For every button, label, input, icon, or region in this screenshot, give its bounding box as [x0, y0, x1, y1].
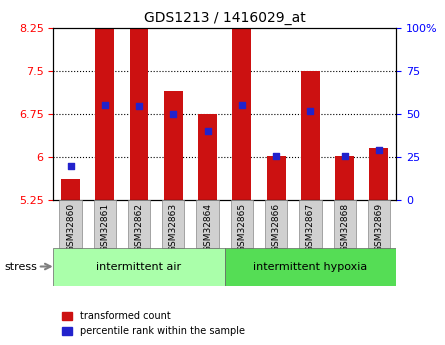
- Point: [136, 104, 143, 109]
- Title: GDS1213 / 1416029_at: GDS1213 / 1416029_at: [144, 11, 306, 25]
- Point: [273, 153, 280, 159]
- FancyBboxPatch shape: [333, 200, 356, 248]
- Text: GSM32864: GSM32864: [203, 203, 212, 252]
- FancyBboxPatch shape: [265, 200, 287, 248]
- FancyBboxPatch shape: [196, 200, 219, 248]
- Text: GSM32863: GSM32863: [169, 203, 178, 252]
- FancyBboxPatch shape: [368, 200, 390, 248]
- Point: [341, 153, 348, 159]
- Text: intermittent hypoxia: intermittent hypoxia: [253, 263, 368, 272]
- Text: GSM32867: GSM32867: [306, 203, 315, 252]
- Text: GSM32860: GSM32860: [66, 203, 75, 252]
- Text: intermittent air: intermittent air: [97, 263, 182, 272]
- FancyBboxPatch shape: [93, 200, 116, 248]
- FancyBboxPatch shape: [162, 200, 185, 248]
- Text: GSM32865: GSM32865: [237, 203, 247, 252]
- Bar: [129, 19, 149, 200]
- Point: [67, 163, 74, 168]
- Point: [170, 111, 177, 117]
- Bar: [61, 179, 80, 200]
- Bar: [198, 114, 217, 200]
- Point: [376, 147, 383, 153]
- FancyBboxPatch shape: [128, 200, 150, 248]
- Text: GSM32861: GSM32861: [100, 203, 109, 252]
- Bar: [369, 148, 388, 200]
- FancyBboxPatch shape: [53, 248, 225, 286]
- Text: GSM32866: GSM32866: [271, 203, 281, 252]
- Bar: [301, 71, 320, 200]
- Text: stress: stress: [4, 263, 37, 272]
- Text: GSM32868: GSM32868: [340, 203, 349, 252]
- Point: [204, 128, 211, 134]
- Bar: [267, 156, 286, 200]
- Bar: [335, 156, 354, 200]
- Legend: transformed count, percentile rank within the sample: transformed count, percentile rank withi…: [58, 307, 249, 340]
- Bar: [232, 19, 251, 200]
- FancyBboxPatch shape: [299, 200, 322, 248]
- Text: GSM32862: GSM32862: [134, 203, 144, 252]
- Point: [307, 108, 314, 114]
- Point: [239, 102, 246, 108]
- FancyBboxPatch shape: [59, 200, 82, 248]
- FancyBboxPatch shape: [225, 248, 396, 286]
- Text: GSM32869: GSM32869: [374, 203, 384, 252]
- FancyBboxPatch shape: [231, 200, 253, 248]
- Bar: [164, 91, 183, 200]
- Bar: [95, 22, 114, 200]
- Point: [101, 102, 109, 108]
